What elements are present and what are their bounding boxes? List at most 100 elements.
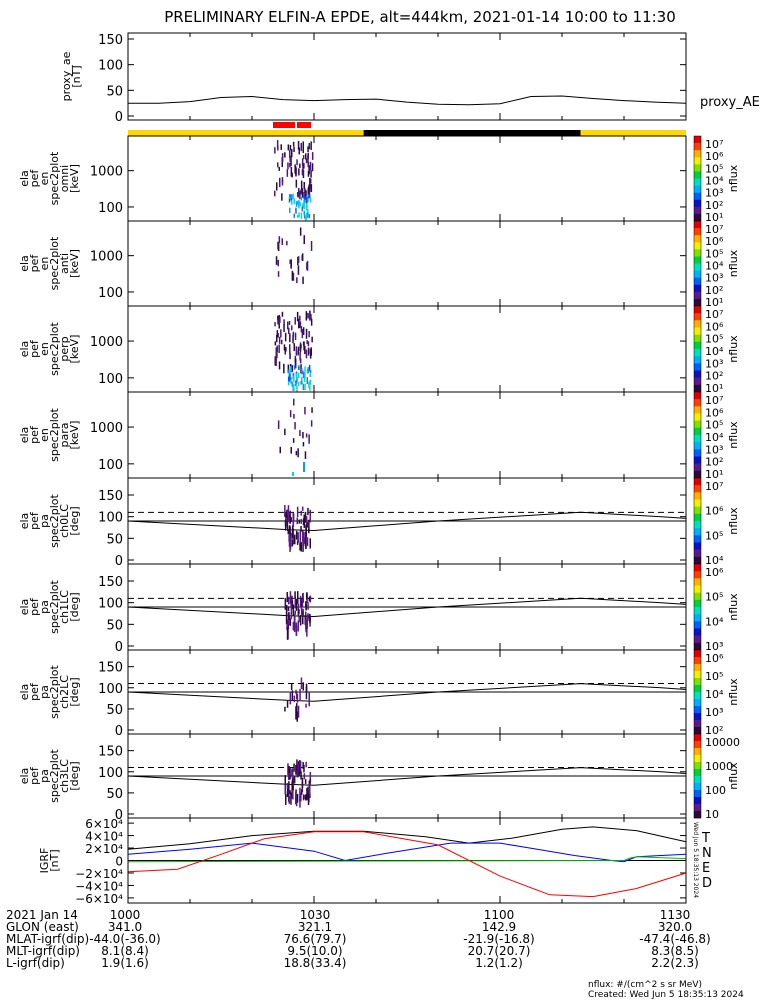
y-tick-label: 6×10⁴ — [85, 817, 123, 831]
colorbar-tick-label: 10⁵ — [705, 670, 723, 683]
colorbar-tick-label: 10² — [705, 724, 723, 737]
y-axis-label: pa — [38, 685, 51, 699]
flux-pixel — [299, 760, 302, 774]
flux-pixel — [296, 214, 299, 218]
legend-t: T — [701, 831, 710, 846]
flux-pixel — [277, 259, 279, 267]
flux-pixel — [308, 692, 310, 707]
flux-pixel — [289, 353, 291, 360]
y-axis-label: pa — [38, 769, 51, 783]
spectrogram-marks-anti — [275, 227, 313, 285]
colorbar-swatch — [694, 578, 701, 586]
flux-pixel — [307, 194, 309, 199]
colorbar-swatch — [694, 192, 701, 201]
y-axis-label: ela — [18, 170, 31, 187]
flux-pixel — [297, 140, 300, 150]
flux-pixel — [287, 530, 289, 535]
flux-pixel — [295, 625, 298, 636]
flux-pixel — [297, 603, 300, 610]
footer-units: nflux: #/(cm^2 s sr MeV) — [588, 980, 702, 990]
flux-pixel — [293, 695, 296, 703]
colorbar-tick-label: 10⁵ — [705, 419, 723, 432]
flux-pixel — [300, 212, 303, 219]
y-axis-label: proxy_ae — [60, 51, 73, 101]
flux-pixel — [306, 616, 308, 629]
flux-pixel — [278, 236, 281, 243]
flux-pixel — [300, 526, 302, 532]
colorbar-swatch — [694, 671, 701, 679]
flux-pixel — [292, 604, 295, 616]
colorbar-tick-label: 10⁵ — [705, 333, 723, 346]
flux-pixel — [304, 193, 307, 199]
flux-pixel — [283, 363, 285, 374]
flux-pixel — [304, 366, 306, 373]
flux-pixel — [295, 598, 298, 611]
flux-pixel — [302, 327, 305, 335]
colorbar-swatch — [694, 599, 701, 608]
colorbar-swatch — [694, 542, 701, 550]
flux-pixel — [288, 381, 290, 386]
flux-pixel — [278, 361, 281, 370]
flux-pixel — [299, 190, 301, 198]
flux-pixel — [286, 627, 289, 640]
flux-pixel — [311, 407, 313, 413]
colorbar-swatch — [694, 313, 701, 321]
colorbar-tick-label: 10³ — [705, 640, 723, 653]
flux-pixel — [276, 345, 278, 353]
flux-pixel — [305, 197, 308, 204]
pitch-angle-marks-ch2LC — [127, 677, 687, 722]
flux-pixel — [291, 531, 294, 539]
colorbar-swatch — [694, 755, 701, 763]
flux-pixel — [302, 611, 304, 625]
flux-pixel — [306, 787, 308, 801]
flux-pixel — [293, 614, 296, 628]
flux-pixel — [299, 615, 302, 626]
colorbar-7: 10⁶ 10⁵ 10⁴ 10³ 10² nflux — [693, 649, 740, 737]
flux-pixel — [281, 311, 284, 317]
table-cell: -47.4(-46.8) — [639, 932, 710, 946]
flux-pixel — [302, 506, 304, 511]
y-tick-label: 0 — [115, 640, 123, 655]
y-axis-label: perp — [58, 336, 71, 361]
colorbar-tick-label: 10⁷ — [705, 223, 723, 236]
flux-pixel — [284, 152, 286, 158]
y-tick-label: 100 — [98, 682, 123, 697]
flux-pixel — [294, 358, 297, 368]
y-axis-label: pa — [38, 514, 51, 528]
flux-pixel — [301, 206, 303, 212]
table-cell: 1030 — [300, 908, 331, 922]
flux-pixel — [296, 703, 298, 716]
colorbar-tick-label: 10¹ — [705, 296, 723, 309]
flux-pixel — [296, 201, 299, 205]
flux-pixel — [284, 520, 287, 531]
flux-pixel — [277, 146, 279, 151]
flux-pixel — [299, 787, 301, 802]
colorbar-swatch — [694, 635, 701, 644]
y-tick-label: 150 — [98, 745, 123, 760]
flux-pixel — [296, 692, 298, 700]
flux-pixel — [310, 241, 313, 251]
flux-pixel — [303, 202, 305, 210]
colorbar-swatch — [694, 427, 701, 436]
flux-pixel — [294, 332, 297, 341]
colorbar-tick-label: 10⁴ — [705, 688, 724, 701]
flux-pixel — [309, 348, 312, 354]
y-axis-label: [deg] — [68, 592, 81, 621]
y-axis-label: pef — [28, 169, 41, 188]
flux-pixel — [281, 238, 283, 245]
flux-pixel — [305, 703, 307, 708]
table-cell: -44.0(-36.0) — [89, 932, 160, 946]
spectrogram-marks-perp — [274, 310, 313, 392]
colorbar-swatch — [694, 277, 701, 286]
flux-pixel — [301, 158, 304, 167]
flux-pixel — [297, 372, 300, 379]
flux-pixel — [303, 211, 305, 216]
colorbar-swatch — [694, 470, 701, 479]
flux-pixel — [281, 153, 284, 162]
colorbar-swatch — [694, 143, 701, 151]
y-axis-label: en — [38, 428, 51, 442]
y-axis-label: [nT] — [48, 849, 61, 871]
flux-pixel — [289, 207, 291, 214]
flux-pixel — [291, 595, 293, 606]
